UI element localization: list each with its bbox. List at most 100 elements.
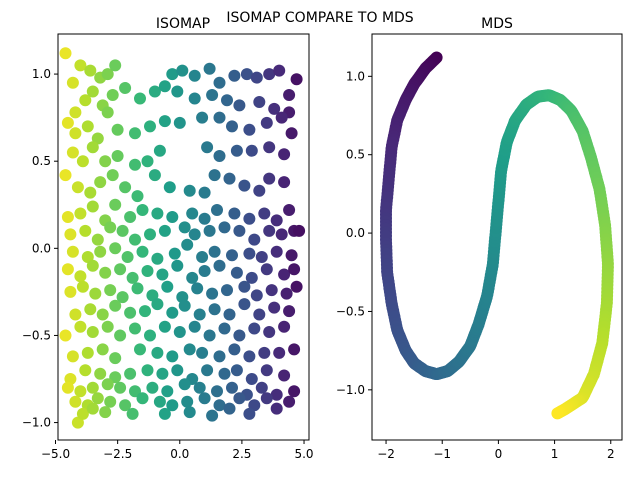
isomap-point: [106, 169, 119, 182]
isomap-point: [253, 96, 266, 108]
isomap-point: [151, 298, 164, 311]
isomap-point: [166, 68, 179, 81]
isomap-point: [243, 123, 256, 136]
isomap-point: [141, 265, 154, 277]
isomap-point: [171, 259, 184, 272]
isomap-point: [126, 407, 139, 420]
isomap-point: [196, 251, 209, 263]
isomap-point: [260, 116, 273, 129]
isomap-y-axis: −1.0 −0.5 0.0 0.5 1.0: [22, 67, 58, 430]
isomap-point: [61, 211, 74, 223]
isomap-point: [285, 127, 298, 140]
isomap-point: [240, 68, 253, 81]
isomap-point: [206, 89, 219, 101]
isomap-point: [258, 346, 271, 359]
isomap-point: [71, 416, 84, 429]
isomap-point: [238, 280, 251, 293]
isomap-point: [129, 385, 141, 398]
mds-ytick-label: 1.0: [346, 69, 365, 83]
isomap-point: [99, 155, 112, 168]
isomap-point: [213, 399, 226, 412]
isomap-point: [148, 169, 161, 182]
isomap-point: [86, 200, 99, 213]
isomap-point: [129, 158, 141, 171]
mds-ytick-label: 0.0: [346, 226, 365, 240]
isomap-point: [203, 62, 216, 75]
isomap-point: [69, 395, 82, 408]
isomap-point: [226, 249, 238, 262]
isomap-point: [61, 116, 74, 129]
isomap-point: [144, 329, 156, 342]
isomap-point: [109, 352, 122, 365]
isomap-point: [86, 381, 99, 394]
isomap-point: [146, 381, 159, 394]
isomap-point: [59, 329, 72, 342]
isomap-point: [263, 326, 276, 338]
isomap-point: [124, 211, 137, 223]
mds-xtick-label: 2: [607, 447, 615, 461]
isomap-point: [141, 364, 154, 377]
isomap-point: [151, 252, 164, 265]
isomap-point: [101, 68, 114, 81]
isomap-point: [134, 92, 146, 105]
isomap-point: [213, 76, 226, 89]
isomap-point: [81, 346, 94, 359]
isomap-point: [109, 198, 122, 211]
isomap-point: [233, 329, 246, 342]
isomap-plot: −5.0 −2.5 0.0 2.5 5.0 −1.0 −0.5 0.0 0.5 1.0 ISOM…: [22, 16, 314, 461]
isomap-point: [278, 148, 291, 161]
isomap-point: [74, 385, 87, 398]
isomap-point: [173, 116, 186, 129]
isomap-point: [114, 329, 127, 342]
isomap-point: [265, 284, 278, 297]
isomap-point: [171, 85, 184, 98]
isomap-point: [104, 221, 117, 234]
mds-ytick-label: −0.5: [336, 304, 365, 318]
isomap-point: [81, 120, 94, 133]
isomap-point: [230, 144, 243, 157]
isomap-point: [283, 305, 296, 318]
isomap-point: [81, 251, 94, 263]
isomap-point: [161, 385, 174, 398]
isomap-points: [59, 47, 306, 429]
isomap-point: [280, 287, 293, 300]
mds-title: MDS: [481, 16, 513, 32]
isomap-point: [283, 89, 296, 101]
isomap-ytick-label: −0.5: [22, 328, 51, 342]
mds-xtick-label: 0: [495, 447, 503, 461]
isomap-point: [158, 80, 171, 93]
isomap-point: [151, 207, 164, 220]
isomap-point: [74, 207, 87, 220]
isomap-point: [131, 282, 144, 295]
isomap-point: [226, 120, 238, 133]
isomap-point: [270, 388, 283, 401]
isomap-point: [59, 169, 72, 182]
isomap-point: [253, 184, 266, 197]
isomap-point: [201, 141, 214, 154]
isomap-point: [86, 402, 99, 415]
isomap-point: [288, 343, 301, 356]
isomap-point: [211, 385, 223, 398]
isomap-point: [59, 47, 72, 60]
isomap-point: [290, 73, 303, 86]
isomap-point: [109, 299, 122, 312]
isomap-point: [238, 179, 251, 192]
isomap-point: [288, 263, 301, 276]
isomap-point: [101, 106, 114, 119]
isomap-axes-frame: [57, 33, 310, 441]
isomap-ytick-label: 0.5: [32, 154, 51, 168]
isomap-point: [156, 268, 169, 281]
isomap-point: [245, 271, 258, 284]
isomap-point: [191, 282, 204, 295]
isomap-point: [158, 115, 171, 128]
isomap-point: [94, 245, 107, 258]
isomap-point: [278, 320, 291, 333]
mds-axes-frame: [371, 33, 623, 441]
isomap-point: [208, 303, 221, 316]
isomap-point: [270, 245, 283, 258]
isomap-point: [99, 406, 112, 419]
isomap-point: [255, 381, 268, 394]
isomap-point: [178, 299, 191, 312]
isomap-point: [173, 326, 186, 338]
isomap-point: [193, 308, 206, 321]
